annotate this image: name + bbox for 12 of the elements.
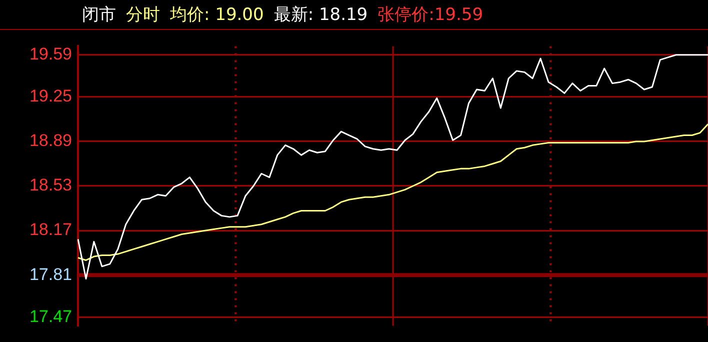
y-tick-label: 19.25 [29, 86, 72, 106]
y-tick-label: 19.59 [29, 44, 72, 64]
text: 张停价:19.59 [378, 4, 484, 26]
text: 分时 [126, 4, 160, 26]
y-tick-label: 18.17 [29, 220, 72, 240]
y-tick-label: 18.89 [29, 131, 72, 150]
y-tick-label: 18.53 [29, 176, 72, 195]
y-tick-label: 17.47 [29, 306, 72, 326]
chart-title: 闭市 [82, 4, 116, 26]
text: 均价: 19.00 [170, 4, 264, 26]
y-tick-label: 17.81 [29, 264, 72, 284]
text: 最新: 18.19 [274, 4, 368, 26]
